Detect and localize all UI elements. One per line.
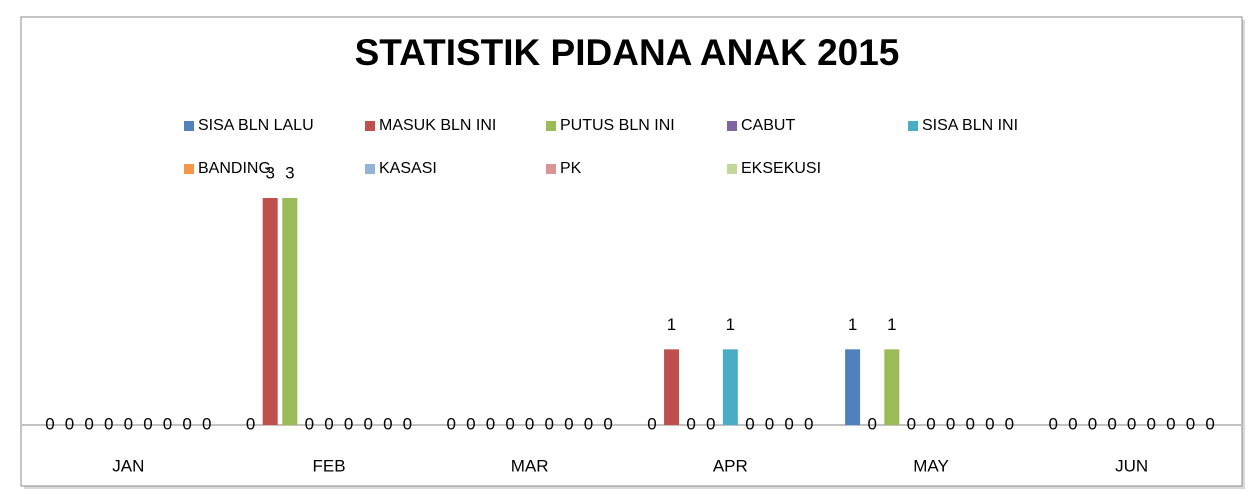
data-label: 0	[65, 414, 74, 433]
data-label: 1	[887, 315, 896, 334]
data-label: 0	[706, 414, 715, 433]
data-label: 0	[403, 414, 412, 433]
legend-label: PUTUS BLN INI	[560, 117, 675, 134]
x-tick-label: JAN	[112, 456, 144, 475]
x-tick-label: APR	[713, 456, 748, 475]
data-label: 0	[1107, 414, 1116, 433]
data-label: 0	[305, 414, 314, 433]
data-label: 0	[867, 414, 876, 433]
bar	[845, 349, 861, 425]
data-label: 0	[946, 414, 955, 433]
data-label: 0	[1186, 414, 1195, 433]
legend-swatch	[546, 121, 556, 131]
data-label: 0	[525, 414, 534, 433]
data-label: 0	[344, 414, 353, 433]
data-label: 0	[202, 414, 211, 433]
data-label: 0	[1068, 414, 1077, 433]
legend-swatch	[365, 164, 375, 174]
legend-label: BANDING	[198, 160, 271, 177]
legend-swatch	[908, 121, 918, 131]
x-tick-label: MAY	[913, 456, 949, 475]
data-label: 0	[686, 414, 695, 433]
data-label: 0	[1049, 414, 1058, 433]
data-label: 0	[1005, 414, 1014, 433]
data-label: 0	[84, 414, 93, 433]
data-label: 0	[926, 414, 935, 433]
data-label: 0	[363, 414, 372, 433]
x-tick-label: MAR	[511, 456, 549, 475]
legend-label: CABUT	[741, 117, 795, 134]
data-label: 0	[466, 414, 475, 433]
legend-swatch	[184, 121, 194, 131]
data-label: 0	[545, 414, 554, 433]
legend-label: MASUK BLN INI	[379, 117, 496, 134]
chart-border	[20, 16, 1243, 487]
data-label: 3	[285, 163, 294, 182]
data-label: 0	[104, 414, 113, 433]
data-label: 0	[804, 414, 813, 433]
bar	[722, 349, 738, 425]
bar	[664, 349, 680, 425]
data-label: 0	[143, 414, 152, 433]
bar	[282, 198, 298, 425]
data-label: 0	[447, 414, 456, 433]
data-label: 0	[965, 414, 974, 433]
data-label: 0	[647, 414, 656, 433]
legend-swatch	[727, 164, 737, 174]
data-label: 0	[124, 414, 133, 433]
data-label: 0	[745, 414, 754, 433]
data-label: 1	[667, 315, 676, 334]
data-label: 0	[564, 414, 573, 433]
legend-label: KASASI	[379, 160, 437, 177]
data-label: 3	[265, 163, 274, 182]
data-label: 0	[1147, 414, 1156, 433]
data-label: 0	[182, 414, 191, 433]
data-label: 0	[1205, 414, 1214, 433]
legend-swatch	[727, 121, 737, 131]
chart-title: STATISTIK PIDANA ANAK 2015	[355, 32, 900, 73]
data-label: 0	[603, 414, 612, 433]
data-label: 0	[1088, 414, 1097, 433]
legend-label: SISA BLN INI	[922, 117, 1018, 134]
data-label: 0	[1166, 414, 1175, 433]
data-label: 0	[907, 414, 916, 433]
x-tick-label: FEB	[312, 456, 345, 475]
data-label: 0	[163, 414, 172, 433]
data-label: 0	[486, 414, 495, 433]
legend-swatch	[184, 164, 194, 174]
data-label: 0	[324, 414, 333, 433]
data-label: 0	[383, 414, 392, 433]
data-label: 1	[848, 315, 857, 334]
legend-label: PK	[560, 160, 582, 177]
data-label: 0	[505, 414, 514, 433]
legend-label: SISA BLN LALU	[198, 117, 314, 134]
legend-swatch	[365, 121, 375, 131]
data-label: 0	[584, 414, 593, 433]
data-label: 0	[246, 414, 255, 433]
bar	[884, 349, 900, 425]
bar	[262, 198, 278, 425]
data-label: 0	[1127, 414, 1136, 433]
data-label: 0	[784, 414, 793, 433]
data-label: 0	[45, 414, 54, 433]
legend-swatch	[546, 164, 556, 174]
x-tick-label: JUN	[1115, 456, 1148, 475]
legend-label: EKSEKUSI	[741, 160, 821, 177]
data-label: 0	[985, 414, 994, 433]
data-label: 1	[726, 315, 735, 334]
data-label: 0	[765, 414, 774, 433]
